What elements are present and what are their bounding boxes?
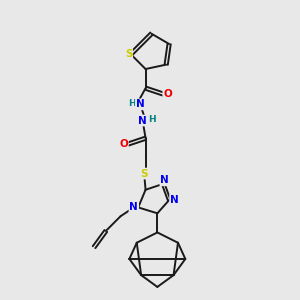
Text: N: N xyxy=(170,195,179,205)
Text: O: O xyxy=(163,89,172,99)
Text: N: N xyxy=(160,175,169,185)
Text: N: N xyxy=(138,116,147,126)
Text: N: N xyxy=(136,99,145,110)
Text: S: S xyxy=(140,169,148,178)
Text: H: H xyxy=(148,115,156,124)
Text: S: S xyxy=(125,49,132,59)
Text: N: N xyxy=(129,202,138,212)
Text: H: H xyxy=(128,99,135,108)
Text: O: O xyxy=(119,139,128,149)
